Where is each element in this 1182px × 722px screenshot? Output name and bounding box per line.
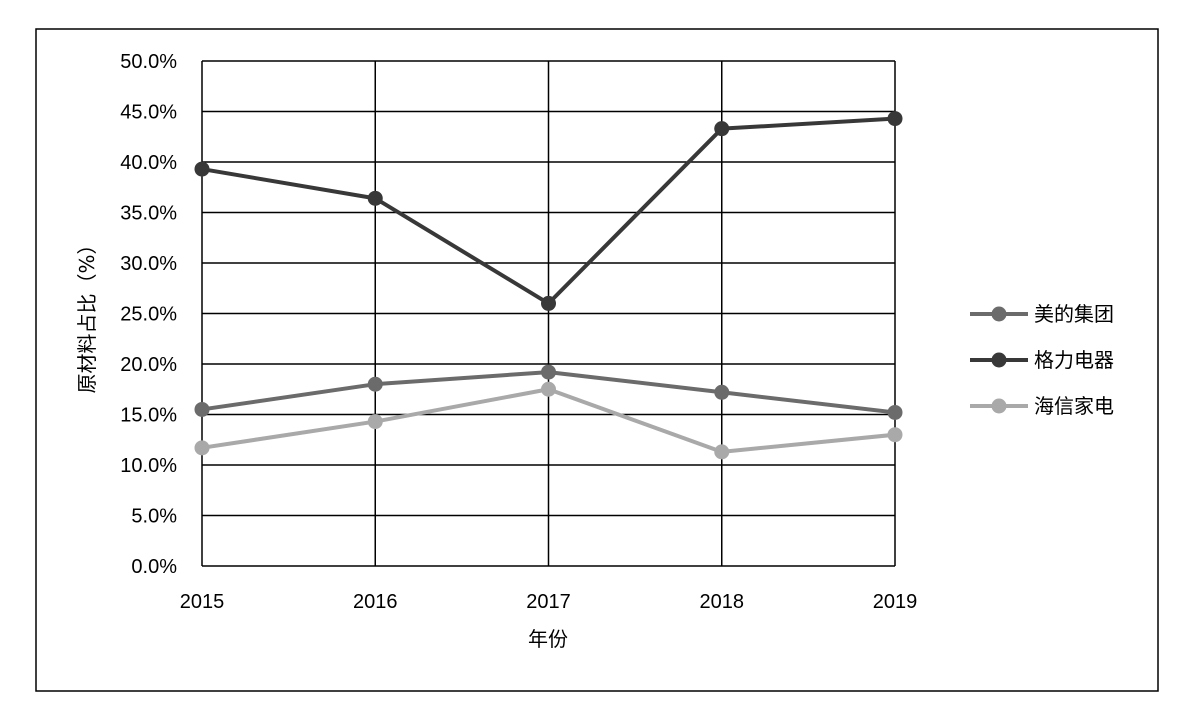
- x-axis-title: 年份: [528, 627, 568, 651]
- data-point: [541, 295, 556, 311]
- x-tick-label: 2017: [526, 591, 571, 613]
- data-point: [714, 384, 730, 400]
- data-point: [887, 111, 903, 127]
- legend-marker: [991, 352, 1007, 368]
- legend-marker: [991, 398, 1007, 414]
- data-point: [887, 404, 903, 420]
- legend-label: 美的集团: [1034, 302, 1114, 326]
- data-point: [714, 121, 730, 137]
- legend-label: 海信家电: [1034, 394, 1114, 418]
- data-point: [367, 414, 383, 430]
- y-tick-label: 15.0%: [120, 405, 177, 427]
- data-point: [194, 161, 210, 177]
- y-axis-ticks: 0.0% 5.0% 10.0% 15.0% 20.0% 25.0% 30.0% 35.0% 40…: [120, 51, 177, 578]
- y-tick-label: 10.0%: [120, 455, 177, 477]
- y-tick-label: 35.0%: [120, 203, 177, 225]
- x-tick-label: 2018: [700, 591, 745, 613]
- y-tick-label: 30.0%: [120, 253, 177, 275]
- series-group: [194, 111, 903, 460]
- x-tick-label: 2016: [353, 591, 398, 613]
- y-tick-label: 0.0%: [131, 556, 177, 578]
- data-point: [541, 364, 556, 380]
- data-point: [887, 427, 903, 443]
- x-tick-label: 2015: [180, 591, 225, 613]
- data-point: [194, 440, 210, 456]
- x-tick-label: 2019: [873, 591, 918, 613]
- y-tick-label: 25.0%: [120, 304, 177, 326]
- data-point: [714, 444, 730, 460]
- y-tick-label: 40.0%: [120, 152, 177, 174]
- data-point: [367, 376, 383, 392]
- legend-label: 格力电器: [1034, 348, 1114, 372]
- grid: [201, 60, 896, 567]
- legend-marker: [991, 306, 1007, 322]
- data-point: [541, 381, 556, 397]
- data-point: [367, 190, 383, 206]
- y-axis-title: 原材料占比（%）: [75, 234, 99, 393]
- x-axis-ticks: 2015 2016 2017 2018 2019: [180, 591, 918, 613]
- data-point: [194, 401, 210, 417]
- y-tick-label: 45.0%: [120, 102, 177, 124]
- y-tick-label: 5.0%: [131, 506, 177, 528]
- y-tick-label: 50.0%: [120, 51, 177, 73]
- y-tick-label: 20.0%: [120, 354, 177, 376]
